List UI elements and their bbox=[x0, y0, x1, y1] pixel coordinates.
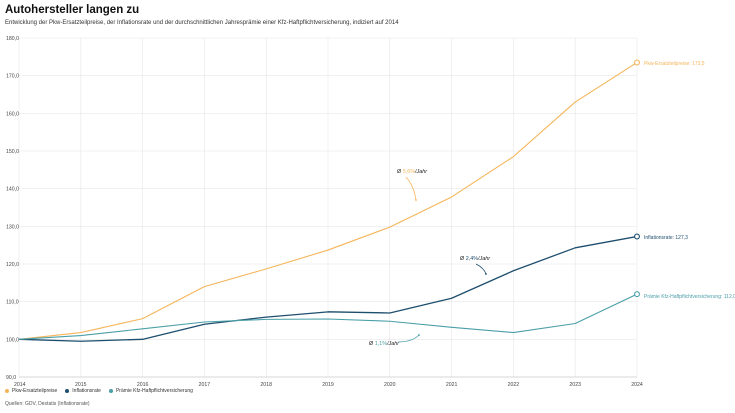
annotation-label: Ø 2,4%/Jahr bbox=[460, 256, 490, 262]
source-note: Quellen: GDV, Destatis (Inflationsrate) bbox=[5, 401, 90, 407]
annotation-arrow-head bbox=[485, 273, 487, 275]
annotation-arrow-head bbox=[415, 199, 417, 201]
legend-swatch bbox=[108, 389, 113, 393]
legend-label: Prämie Kfz-Haftpflichtversicherung bbox=[115, 388, 193, 394]
chart-subtitle: Entwicklung der Pkw-Ersatzteilpreise, de… bbox=[5, 20, 399, 26]
legend-item: Inflationsrate bbox=[65, 388, 101, 394]
y-tick-label: 90,0 bbox=[6, 375, 16, 381]
legend-label: Inflationsrate bbox=[72, 388, 101, 394]
x-tick-label: 2017 bbox=[199, 382, 211, 388]
x-tick-label: 2018 bbox=[260, 382, 272, 388]
chart-legend: Pkw-Ersatzteilpreise Inflationsrate Prämie… bbox=[5, 388, 193, 394]
y-tick-label: 130,0 bbox=[6, 224, 19, 230]
y-tick-label: 180,0 bbox=[6, 36, 19, 42]
series-end-marker-3 bbox=[634, 291, 640, 298]
series-end-marker-2 bbox=[634, 233, 640, 240]
x-tick-label: 2016 bbox=[137, 382, 149, 388]
y-tick-label: 160,0 bbox=[6, 111, 19, 117]
annotation-label: Ø 1,1%/Jahr bbox=[369, 341, 399, 347]
series-end-label: Prämie Kfz-Haftpflichtversicherung: 112,… bbox=[644, 294, 735, 300]
series-end-label: Pkw-Ersatzteilpreise: 173,5 bbox=[644, 61, 705, 67]
y-tick-label: 120,0 bbox=[6, 262, 19, 268]
y-tick-label: 150,0 bbox=[6, 149, 19, 155]
legend-item: Prämie Kfz-Haftpflichtversicherung bbox=[108, 388, 193, 394]
series-line-1 bbox=[18, 62, 638, 340]
x-tick-label: 2023 bbox=[569, 382, 581, 388]
series-end-marker-1 bbox=[634, 59, 640, 66]
y-tick-label: 110,0 bbox=[6, 300, 19, 306]
series-line-2 bbox=[18, 235, 638, 342]
x-tick-label: 2021 bbox=[446, 382, 458, 388]
x-tick-label: 2014 bbox=[14, 382, 26, 388]
x-tick-label: 2015 bbox=[75, 382, 87, 388]
series-line-3 bbox=[18, 293, 638, 340]
y-tick-label: 170,0 bbox=[6, 74, 19, 80]
annotation-arrow bbox=[475, 263, 487, 275]
legend-label: Pkw-Ersatzteilpreise bbox=[12, 388, 58, 394]
annotation-label: Ø 5,6%/Jahr bbox=[397, 169, 427, 175]
legend-swatch bbox=[5, 389, 9, 393]
series-end-label: Inflationsrate: 127,3 bbox=[644, 235, 688, 241]
x-tick-label: 2019 bbox=[322, 382, 334, 388]
annotation-arrow bbox=[405, 176, 417, 201]
x-tick-label: 2024 bbox=[631, 382, 643, 388]
x-tick-label: 2022 bbox=[508, 382, 520, 388]
legend-swatch bbox=[65, 389, 70, 393]
annotation-arrow bbox=[397, 334, 420, 343]
chart-title: Autohersteller langen zu bbox=[5, 4, 140, 16]
y-tick-label: 140,0 bbox=[6, 187, 19, 193]
annotation-arrow-head bbox=[418, 334, 420, 336]
legend-item: Pkw-Ersatzteilpreise bbox=[5, 388, 57, 394]
x-tick-label: 2020 bbox=[384, 382, 396, 388]
y-tick-label: 100,0 bbox=[6, 337, 19, 343]
